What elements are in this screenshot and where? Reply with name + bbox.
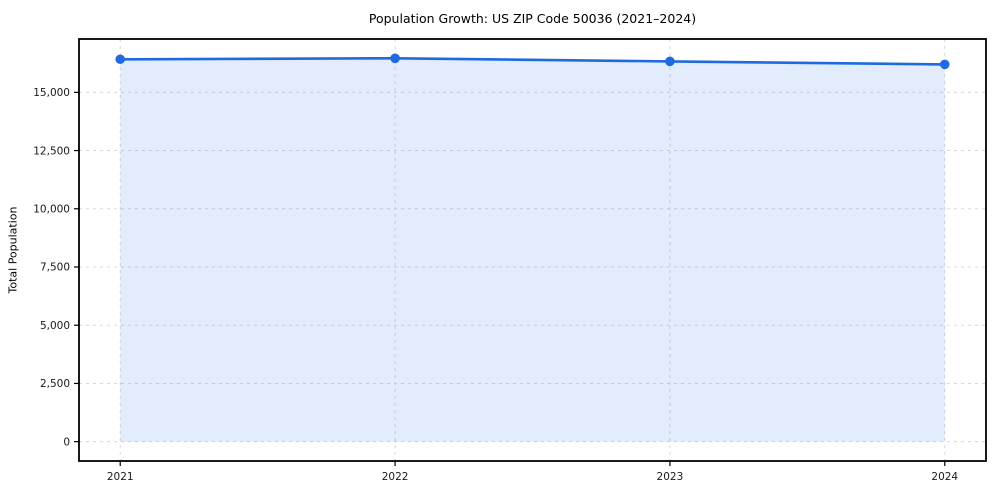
y-tick-label: 0: [63, 436, 70, 448]
y-tick-label: 5,000: [40, 320, 70, 332]
x-tick-label: 2023: [657, 471, 684, 483]
y-tick-label: 10,000: [33, 203, 70, 215]
chart-title: Population Growth: US ZIP Code 50036 (20…: [368, 11, 697, 26]
data-point-2023: [665, 56, 675, 67]
y-tick-label: 7,500: [40, 262, 70, 274]
x-tick-label: 2024: [931, 471, 958, 483]
data-point-2024: [939, 59, 950, 70]
data-point-2022: [390, 53, 400, 64]
y-tick-label: 2,500: [40, 378, 70, 390]
tick-label-layer: 0 2,500 5,000 7,500 10,000 12,500 15,000 2021 20…: [33, 87, 958, 483]
area-fill: [120, 58, 945, 442]
series-layer: [115, 53, 950, 442]
data-line: [118, 57, 947, 66]
plot-border: [78, 38, 987, 462]
y-tick-label: 12,500: [33, 145, 70, 157]
x-tick-label: 2022: [382, 471, 409, 483]
axes-layer: [74, 38, 987, 466]
x-tick-label: 2021: [107, 471, 134, 483]
data-point-2021: [115, 54, 126, 65]
y-axis-label: Total Population: [6, 206, 20, 294]
y-tick-label: 15,000: [33, 87, 70, 99]
grid-layer: [79, 39, 986, 461]
